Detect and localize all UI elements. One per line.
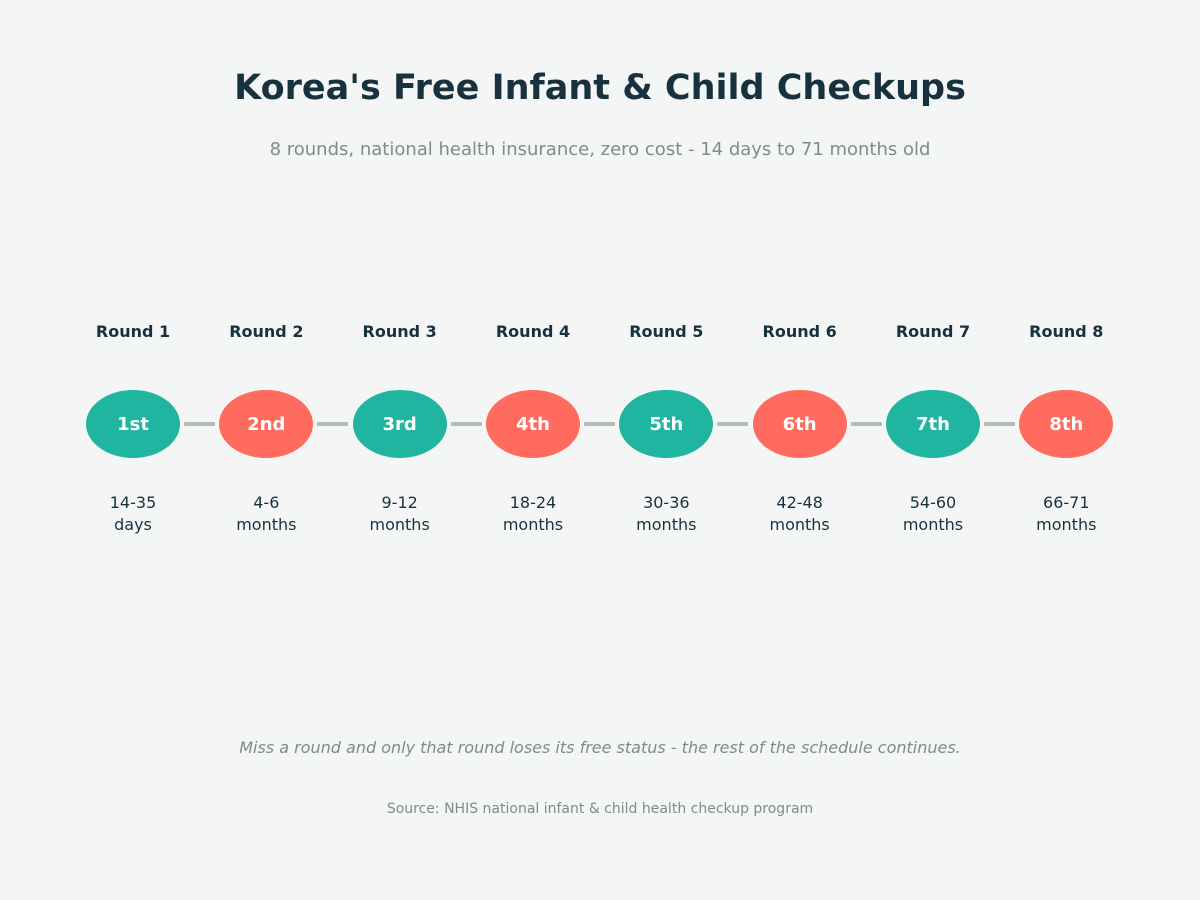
age-range-value: 30-36 <box>643 493 690 512</box>
round-ordinal: 3rd <box>382 413 417 435</box>
age-range-unit: months <box>369 515 430 534</box>
age-range-unit: days <box>114 515 152 534</box>
source-credit: Source: NHIS national infant & child hea… <box>386 801 814 817</box>
round-label: Round 5 <box>629 322 704 341</box>
timeline-connector <box>850 422 882 426</box>
age-range-unit: months <box>769 515 830 534</box>
round-node: 5th <box>619 390 714 458</box>
round-ordinal: 1st <box>117 413 149 435</box>
round-node: 4th <box>485 390 580 458</box>
timeline-connector <box>450 422 482 426</box>
round-age-range: 9-12 months <box>335 492 465 536</box>
age-range-unit: months <box>1036 515 1097 534</box>
timeline-connector <box>717 422 749 426</box>
age-range-unit: months <box>636 515 697 534</box>
timeline-connector <box>583 422 615 426</box>
round-ordinal: 2nd <box>247 413 286 435</box>
round-node: 8th <box>1019 390 1114 458</box>
round-age-range: 18-24 months <box>468 492 598 536</box>
round-ordinal: 4th <box>516 413 550 435</box>
round-ordinal: 8th <box>1049 413 1084 435</box>
age-range-value: 14-35 <box>109 493 157 512</box>
timeline-connector <box>317 422 349 426</box>
round-age-range: 42-48 months <box>735 492 865 536</box>
page-title: Korea's Free Infant & Child Checkups <box>234 68 966 108</box>
round-ordinal: 7th <box>915 413 950 435</box>
age-range-unit: months <box>502 515 564 534</box>
round-node: 1st <box>86 390 180 458</box>
age-range-value: 4-6 <box>253 493 280 512</box>
round-label: Round 6 <box>762 322 837 341</box>
timeline-connector <box>184 422 215 426</box>
round-age-range: 54-60 months <box>868 492 998 536</box>
round-node: 2nd <box>219 390 314 458</box>
round-age-range: 14-35 days <box>68 492 198 536</box>
round-label: Round 4 <box>495 322 571 341</box>
round-age-range: 4-6 months <box>201 492 331 536</box>
round-node: 6th <box>752 390 847 458</box>
age-range-value: 66-71 <box>1043 493 1090 512</box>
age-range-value: 54-60 <box>909 493 957 512</box>
round-node: 3rd <box>352 390 447 458</box>
round-label: Round 1 <box>95 322 171 341</box>
page-subtitle: 8 rounds, national health insurance, zer… <box>269 139 931 160</box>
round-age-range: 66-71 months <box>1001 492 1131 536</box>
age-range-unit: months <box>902 515 964 534</box>
round-label: Round 3 <box>362 322 437 341</box>
timeline-connector <box>983 422 1015 426</box>
age-range-value: 18-24 <box>509 493 557 512</box>
round-label: Round 7 <box>895 322 971 341</box>
round-ordinal: 6th <box>782 413 817 435</box>
footnote: Miss a round and only that round loses i… <box>239 738 961 757</box>
age-range-unit: months <box>236 515 297 534</box>
age-range-value: 9-12 <box>381 493 418 512</box>
round-node: 7th <box>885 390 980 458</box>
round-label: Round 8 <box>1029 322 1104 341</box>
round-ordinal: 5th <box>649 413 684 435</box>
age-range-value: 42-48 <box>776 493 823 512</box>
round-label: Round 2 <box>229 322 304 341</box>
round-age-range: 30-36 months <box>601 492 731 536</box>
